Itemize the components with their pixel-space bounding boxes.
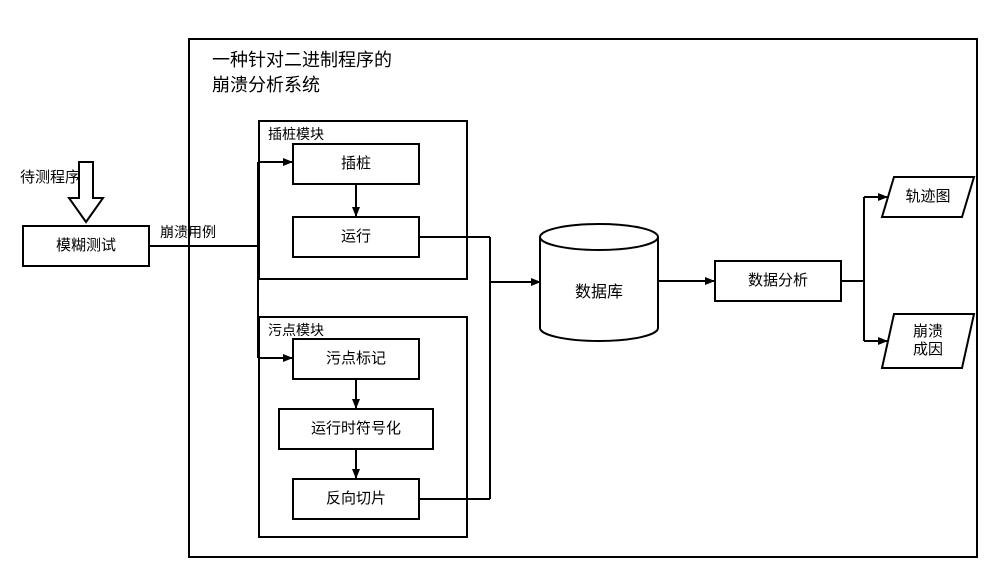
taint-mark-node: 污点标记 [292, 338, 420, 380]
system-title-line2: 崩溃分析系统 [212, 73, 392, 98]
database-text: 数据库 [540, 250, 658, 330]
run-node: 运行 [292, 216, 420, 258]
crash-cause-text: 崩溃 成因 [880, 312, 976, 370]
fuzz-test-node: 模糊测试 [22, 225, 150, 267]
instrumentation-module-label: 插桩模块 [268, 124, 324, 144]
data-analysis-node: 数据分析 [714, 260, 842, 302]
system-title: 一种针对二进制程序的 崩溃分析系统 [212, 48, 392, 98]
program-under-test-label: 待测程序 [20, 166, 80, 187]
taint-mark-text: 污点标记 [326, 349, 386, 369]
data-analysis-text: 数据分析 [748, 271, 808, 291]
symbolize-text: 运行时符号化 [311, 419, 401, 439]
fuzz-test-text: 模糊测试 [56, 236, 116, 256]
crash-cause-node: 崩溃 成因 [880, 312, 976, 370]
taint-module-label: 污点模块 [268, 320, 324, 340]
back-slice-text: 反向切片 [326, 489, 386, 509]
back-slice-node: 反向切片 [292, 478, 420, 520]
trace-graph-text: 轨迹图 [880, 175, 976, 219]
trace-graph-node: 轨迹图 [880, 175, 976, 219]
diagram-canvas: 一种针对二进制程序的 崩溃分析系统 插桩模块 污点模块 待测程序 模糊测试 插桩… [0, 0, 1000, 578]
crash-case-label: 崩溃用例 [160, 222, 216, 242]
instrumentation-node: 插桩 [292, 143, 420, 185]
run-text: 运行 [341, 227, 371, 247]
symbolize-node: 运行时符号化 [278, 408, 434, 450]
system-title-line1: 一种针对二进制程序的 [212, 48, 392, 73]
instrumentation-text: 插桩 [341, 154, 371, 174]
